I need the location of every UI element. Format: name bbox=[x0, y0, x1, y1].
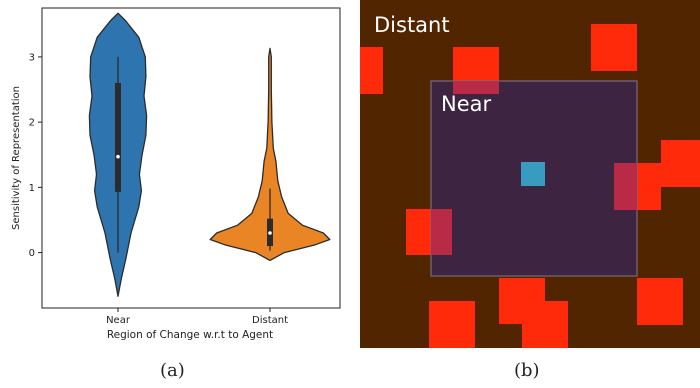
violins-layer bbox=[88, 12, 331, 297]
distant-region-label: Distant bbox=[374, 13, 450, 37]
grid-world-panel: Distant Near bbox=[360, 0, 700, 348]
violin-body-distant bbox=[209, 47, 331, 262]
y-tick-label: 0 bbox=[29, 248, 35, 259]
change-cell bbox=[637, 163, 661, 210]
x-tick-label: Distant bbox=[252, 315, 288, 326]
panel-b-caption: (b) bbox=[514, 360, 540, 381]
near-region-label: Near bbox=[441, 92, 491, 116]
change-cell bbox=[522, 301, 568, 348]
change-cell-in-near bbox=[431, 209, 452, 255]
y-axis-ticks: 0 1 2 3 bbox=[29, 52, 42, 259]
change-cell bbox=[637, 278, 683, 325]
y-tick-label: 2 bbox=[29, 118, 35, 129]
change-cell-in-near bbox=[453, 81, 499, 94]
change-cells-layer bbox=[360, 24, 700, 348]
overlap-cells-layer bbox=[431, 81, 637, 255]
change-cell bbox=[429, 301, 475, 348]
x-tick-label: Near bbox=[106, 315, 131, 326]
change-cell bbox=[661, 140, 700, 187]
agent-cell bbox=[521, 162, 545, 186]
x-axis-label: Region of Change w.r.t to Agent bbox=[107, 329, 273, 341]
median-point-near bbox=[116, 154, 120, 159]
y-tick-label: 3 bbox=[29, 52, 35, 63]
x-axis-ticks: Near Distant bbox=[106, 308, 288, 326]
iqr-box-near bbox=[115, 83, 121, 192]
y-axis-label: Sensitivity of Representation bbox=[11, 86, 22, 230]
violin-chart: 0 1 2 3 Near Distant Sensitivity of Represen… bbox=[11, 7, 341, 341]
change-cell bbox=[360, 47, 383, 94]
change-cell bbox=[591, 24, 637, 71]
panel-a-caption: (a) bbox=[160, 360, 185, 381]
y-tick-label: 1 bbox=[29, 183, 35, 194]
plot-area bbox=[41, 7, 341, 309]
change-cell-in-near bbox=[614, 163, 637, 210]
median-point-distant bbox=[268, 231, 272, 235]
